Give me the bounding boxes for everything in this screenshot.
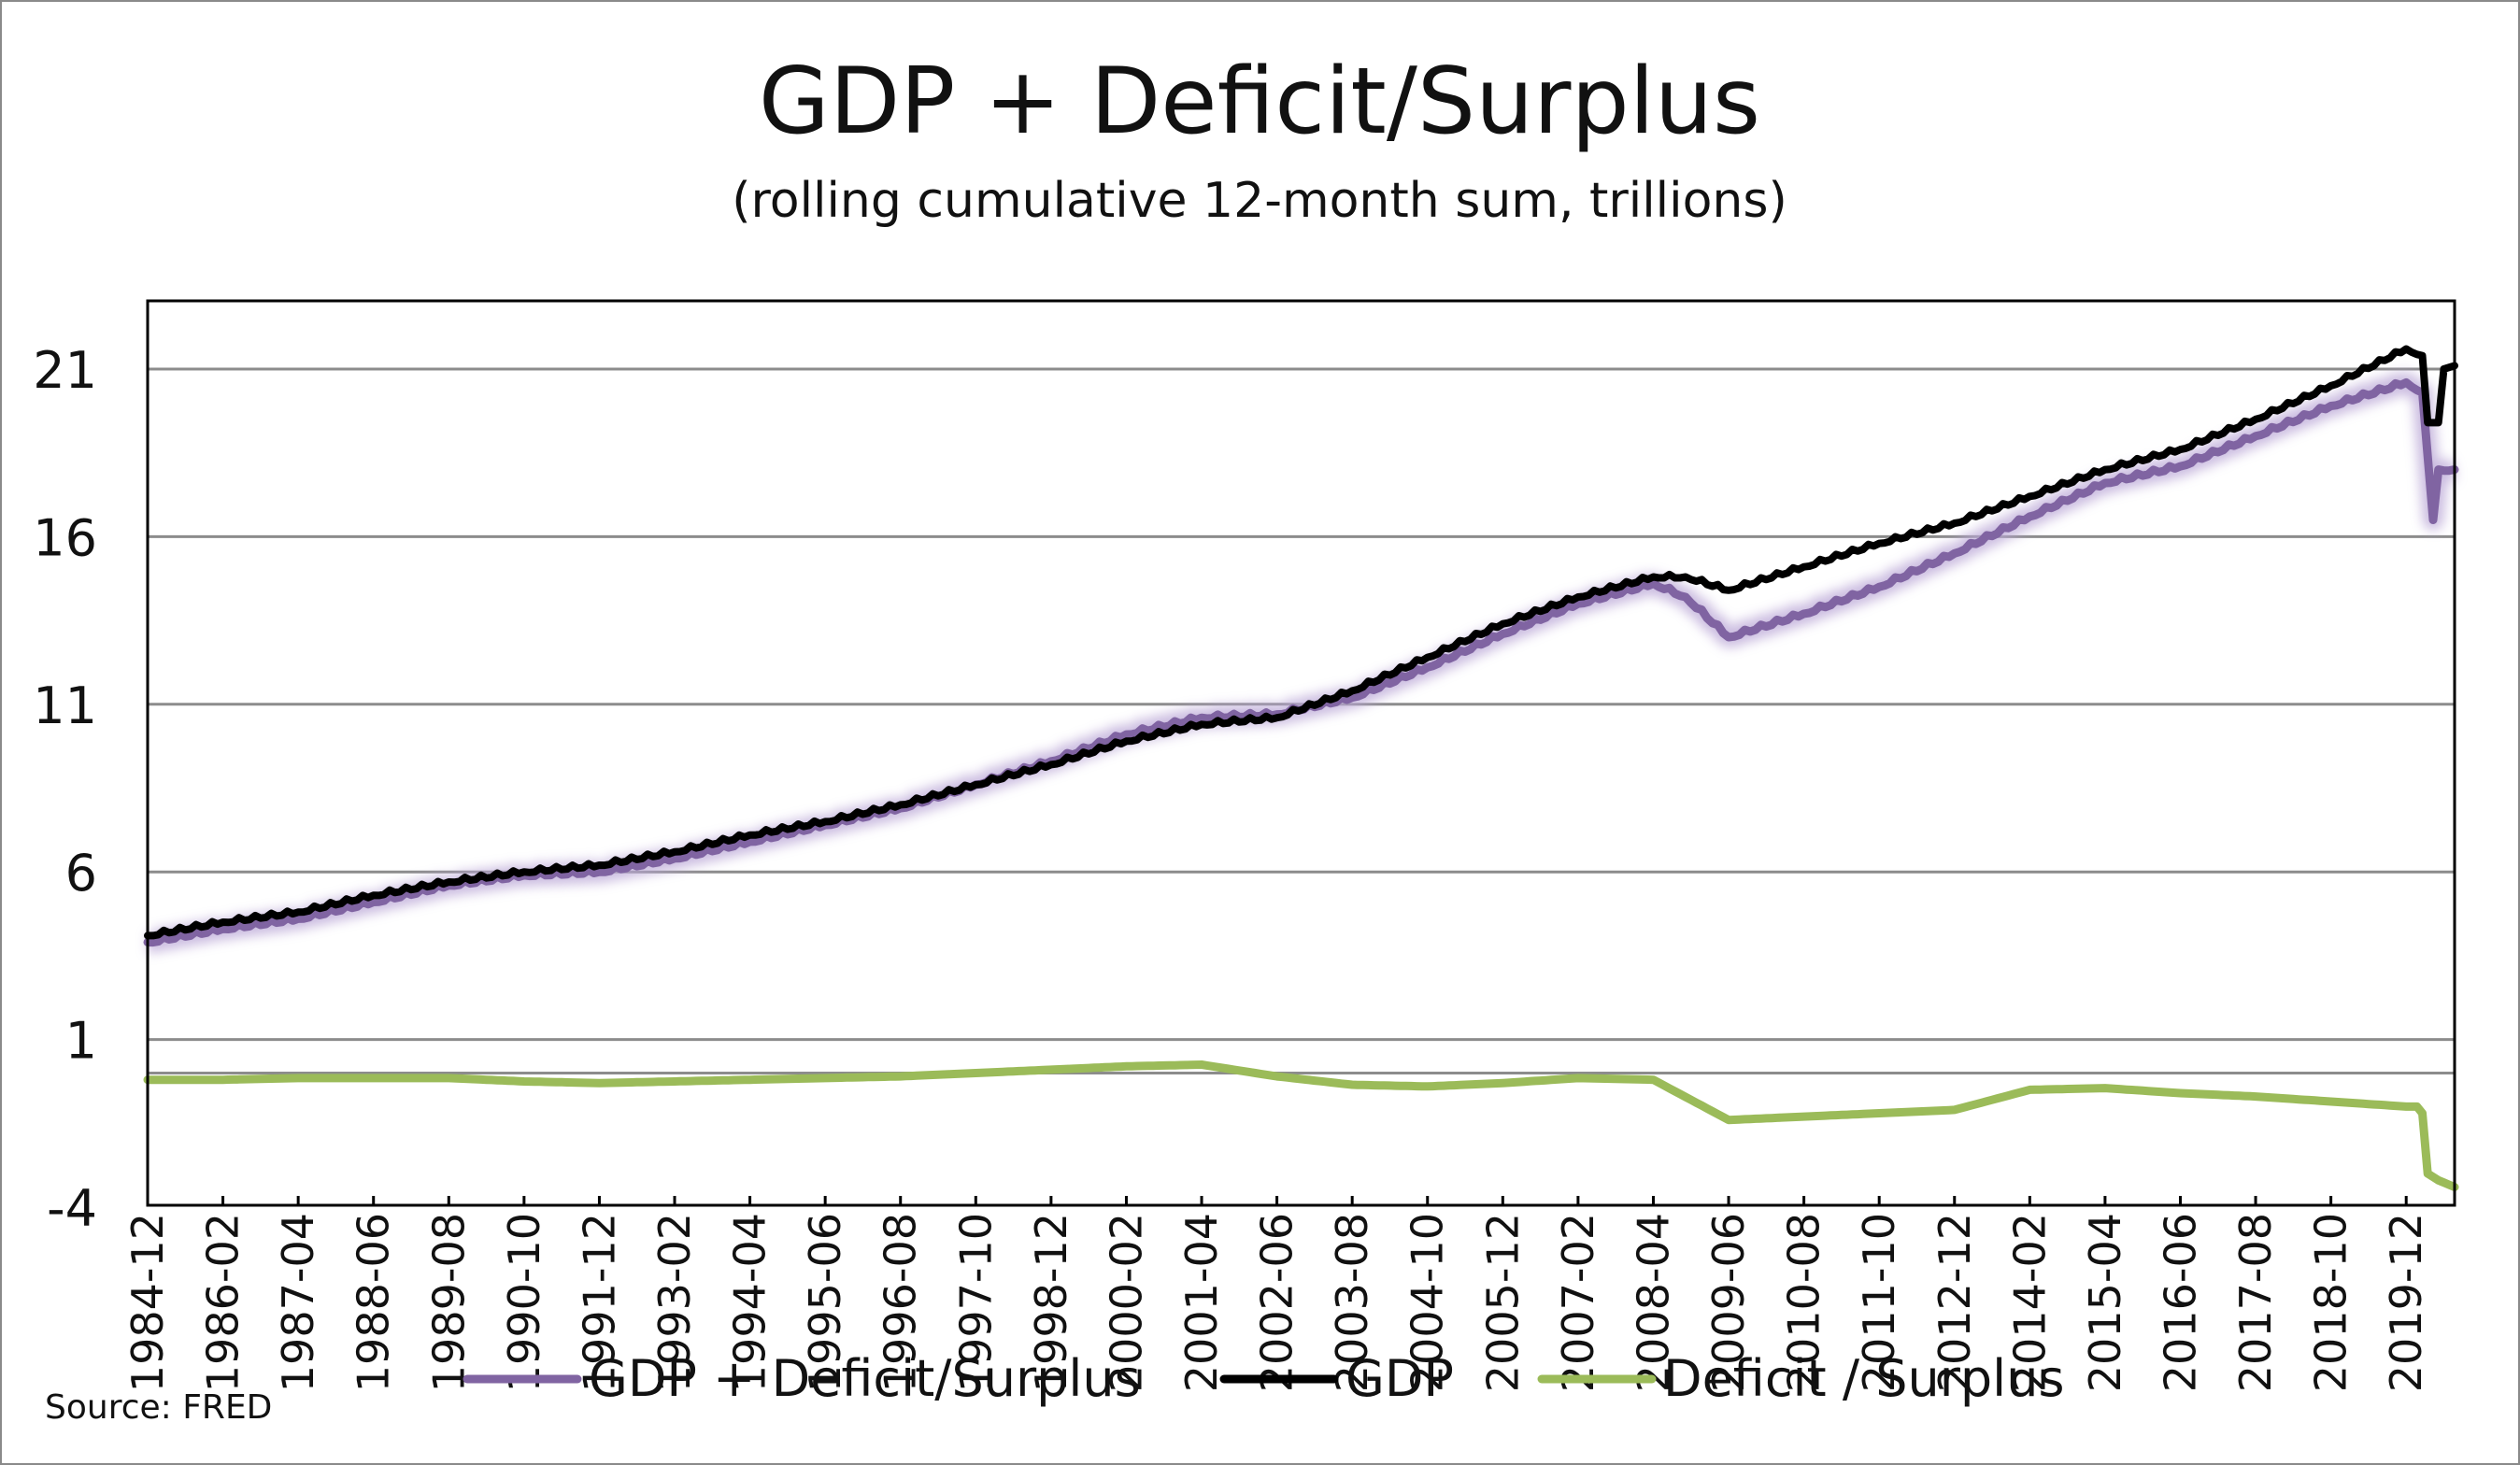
x-tick-label-2017-08: 2017-08 <box>2230 1213 2281 1392</box>
x-tick-label-2005-12: 2005-12 <box>1477 1213 1528 1392</box>
x-tick-label-2008-04: 2008-04 <box>1628 1213 1678 1392</box>
series-lines <box>142 345 2460 1191</box>
series-line-deficit-surplus <box>143 1060 2459 1191</box>
x-tick-label-1988-06: 1988-06 <box>349 1213 399 1392</box>
x-tick-label-1984-12: 1984-12 <box>122 1213 173 1392</box>
x-tick-label-2014-02: 2014-02 <box>2004 1213 2055 1392</box>
chart-title: GDP + Deficit/Surplus <box>759 49 1760 155</box>
legend-item-deficit-surplus: Deficit / Surplus <box>1537 1349 2065 1408</box>
series-line-gdp <box>144 345 2458 940</box>
x-tick-label-1993-02: 1993-02 <box>649 1213 700 1392</box>
x-tick-label-2011-10: 2011-10 <box>1854 1213 1904 1392</box>
x-tick-label-1998-12: 1998-12 <box>1026 1213 1076 1392</box>
x-tick-label-2001-04: 2001-04 <box>1176 1213 1227 1392</box>
y-axis-tick-labels: 21 16 11 6 1 -4 <box>33 341 97 1238</box>
x-tick-label-2000-02: 2000-02 <box>1101 1213 1151 1392</box>
x-tick-label-2016-06: 2016-06 <box>2155 1213 2205 1392</box>
y-tick-label-1: 1 <box>65 1012 97 1071</box>
x-tick-label-1991-12: 1991-12 <box>574 1213 624 1392</box>
source-note: Source: FRED <box>45 1388 272 1427</box>
legend-item-gdp-plus-deficit: GDP + Deficit/Surplus <box>463 1349 1141 1408</box>
x-tick-label-2009-06: 2009-06 <box>1703 1213 1754 1392</box>
legend-item-gdp: GDP <box>1219 1349 1454 1408</box>
x-tick-label-2015-04: 2015-04 <box>2080 1213 2130 1392</box>
x-tick-label-2002-06: 2002-06 <box>1252 1213 1303 1392</box>
y-tick-label-21: 21 <box>33 341 97 400</box>
x-tick-label-2003-08: 2003-08 <box>1327 1213 1377 1392</box>
x-tick-label-2007-02: 2007-02 <box>1553 1213 1603 1392</box>
x-axis-tick-labels: 1984-12 1986-02 1987-04 1988-06 1989-08 1990-… <box>122 1196 2431 1392</box>
legend-label-gdp-plus-deficit: GDP + Deficit/Surplus <box>589 1349 1141 1408</box>
x-tick-label-1986-02: 1986-02 <box>198 1213 249 1392</box>
x-tick-label-1987-04: 1987-04 <box>273 1213 323 1392</box>
legend-label-gdp: GDP <box>1345 1349 1454 1408</box>
x-tick-label-1990-10: 1990-10 <box>499 1213 549 1392</box>
x-tick-label-2018-10: 2018-10 <box>2306 1213 2356 1392</box>
x-tick-label-2012-12: 2012-12 <box>1929 1213 1980 1392</box>
y-tick-label-6: 6 <box>65 844 97 903</box>
x-tick-label-1989-08: 1989-08 <box>423 1213 474 1392</box>
x-tick-label-2004-10: 2004-10 <box>1402 1213 1453 1392</box>
chart-subtitle: (rolling cumulative 12-month sum, trilli… <box>732 173 1787 229</box>
x-tick-label-1996-08: 1996-08 <box>876 1213 926 1392</box>
x-tick-label-1997-10: 1997-10 <box>950 1213 1001 1392</box>
x-tick-label-1995-06: 1995-06 <box>800 1213 850 1392</box>
x-tick-label-2019-12: 2019-12 <box>2381 1213 2431 1392</box>
x-tick-label-1994-04: 1994-04 <box>725 1213 776 1392</box>
y-tick-label-16: 16 <box>33 508 97 567</box>
x-tick-label-2010-08: 2010-08 <box>1779 1213 1829 1392</box>
y-tick-label-11: 11 <box>33 676 97 735</box>
gridlines <box>148 367 2455 1074</box>
plot-area-border <box>146 299 2456 1207</box>
legend: GDP + Deficit/Surplus GDP Deficit / Surp… <box>463 1349 2065 1408</box>
legend-label-deficit-surplus: Deficit / Surplus <box>1663 1349 2065 1408</box>
y-tick-label--4: -4 <box>47 1179 97 1238</box>
